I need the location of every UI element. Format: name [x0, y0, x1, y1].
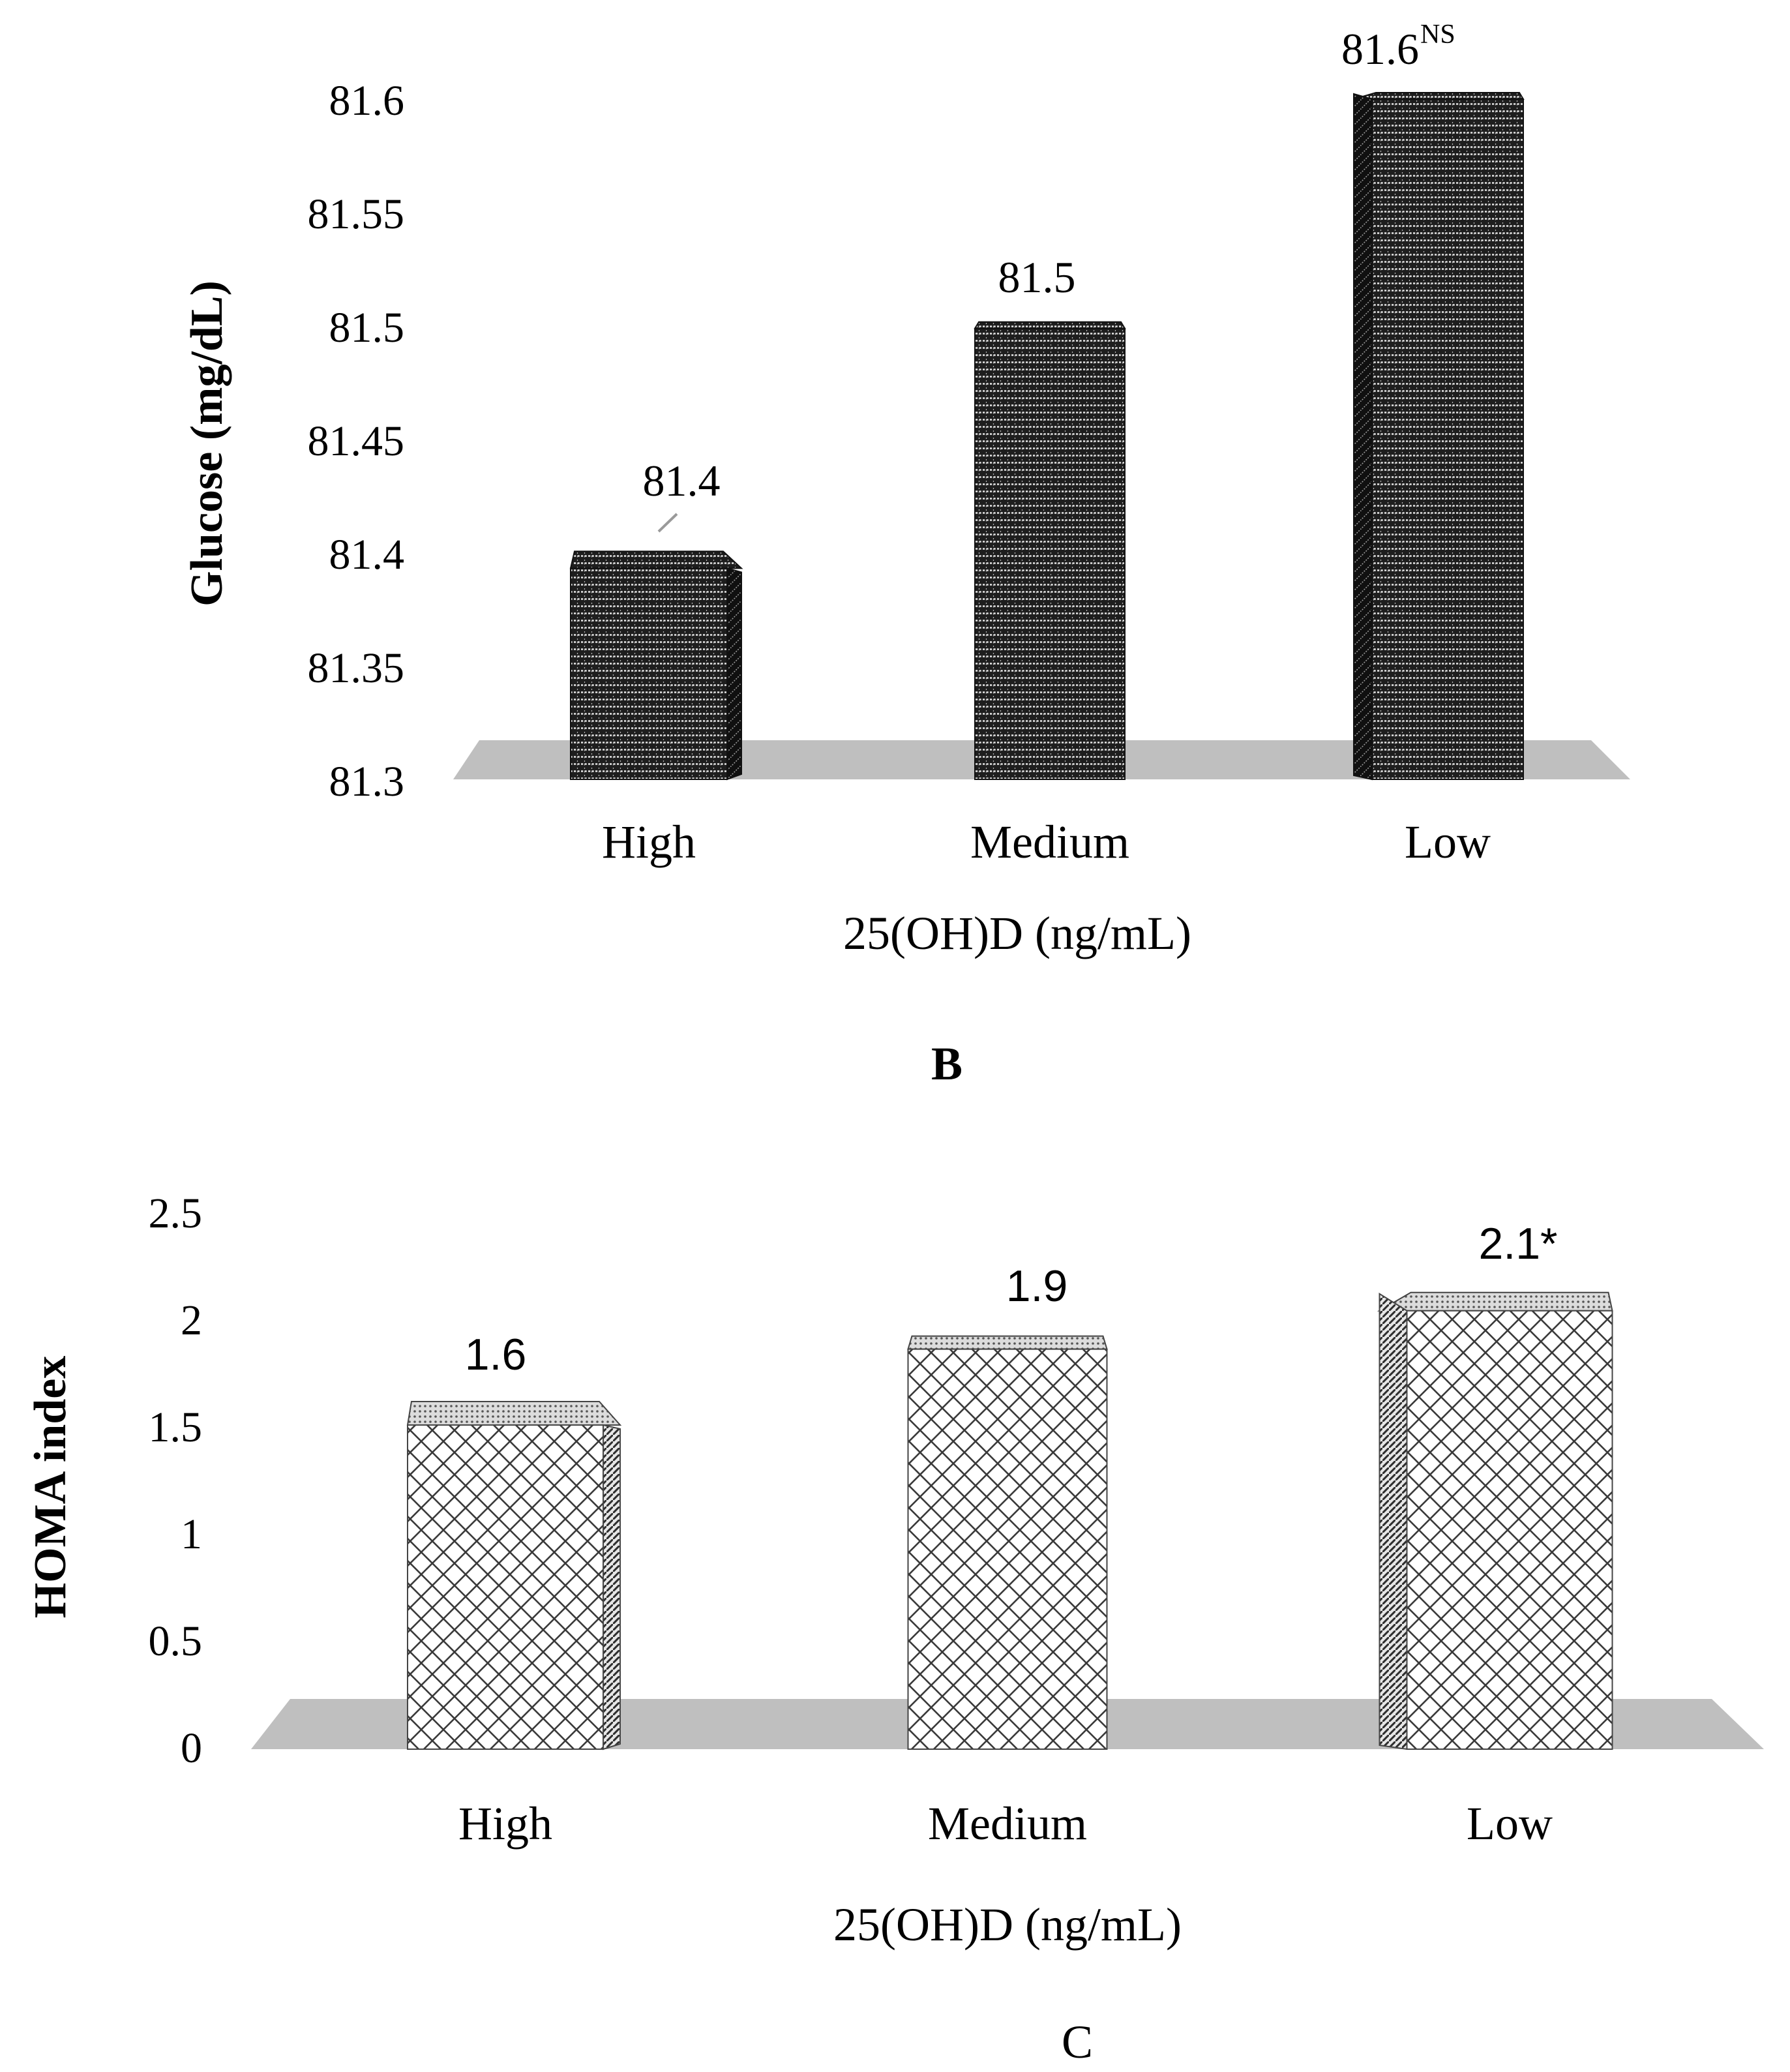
- homa-bar-medium: [907, 1335, 1108, 1750]
- panel-label-b: B: [931, 1038, 962, 1090]
- glucose-y-tick-label: 81.55: [308, 190, 405, 238]
- glucose-x-tick-label: Medium: [970, 816, 1129, 868]
- glucose-y-axis-title: Glucose (mg/dL): [182, 280, 232, 607]
- glucose-y-tick-label: 81.5: [329, 304, 405, 352]
- homa-x-tick-label: Low: [1467, 1797, 1553, 1850]
- homa-bar-side-face: [603, 1424, 621, 1750]
- glucose-y-tick-label: 81.6: [329, 77, 405, 125]
- homa-y-tick-label: 1: [181, 1510, 202, 1558]
- homa-y-tick-label: 1.5: [149, 1404, 203, 1451]
- glucose-y-tick-label: 81.4: [329, 531, 405, 578]
- homa-bar-high: [406, 1400, 622, 1750]
- glucose-bar-top-face: [1353, 92, 1525, 100]
- homa-bar-side-face: [1379, 1292, 1408, 1750]
- homa-y-tick-label: 0: [181, 1724, 202, 1772]
- homa-y-axis-title: HOMA index: [25, 1356, 76, 1619]
- homa-bar-low: [1377, 1291, 1613, 1750]
- homa-bar-front-face: [907, 1348, 1108, 1750]
- glucose-bar-top-face: [569, 550, 743, 569]
- homa-bars-group: [406, 1291, 1613, 1750]
- glucose-label-leader-line: [657, 513, 678, 533]
- glucose-x-tick-label: Low: [1405, 816, 1491, 868]
- homa-y-tick-label: 2.5: [149, 1190, 203, 1237]
- glucose-y-tick-label: 81.35: [308, 644, 405, 692]
- glucose-bar-side-face: [1353, 93, 1373, 781]
- homa-y-tick-label: 2: [181, 1297, 202, 1344]
- glucose-value-label: 81.6: [1341, 24, 1419, 74]
- glucose-y-tick-label: 81.3: [329, 758, 405, 805]
- glucose-x-tick-label: High: [602, 816, 696, 868]
- homa-y-tick-label: 0.5: [149, 1617, 203, 1665]
- glucose-bar-front-face: [974, 327, 1126, 780]
- homa-bar-front-face: [407, 1424, 604, 1750]
- glucose-bar-medium: [974, 321, 1126, 780]
- homa-x-tick-label: Medium: [928, 1797, 1087, 1850]
- homa-bar-top-face: [1377, 1291, 1613, 1312]
- glucose-bar-low: [1353, 92, 1525, 781]
- glucose-bar-high: [569, 550, 743, 781]
- panel-label-c: C: [1062, 2016, 1093, 2068]
- homa-x-axis-title: 25(OH)D (ng/mL): [833, 1899, 1182, 1951]
- homa-bar-front-face: [1406, 1310, 1613, 1750]
- glucose-significance-annotation: NS: [1420, 20, 1455, 50]
- homa-chart: 0 0.5 1 1.5 2 2.5 HOMA index High Medium…: [25, 1190, 1764, 1951]
- glucose-bar-side-face: [726, 567, 742, 781]
- glucose-bar-front-face: [1371, 98, 1524, 780]
- homa-bar-top-face: [907, 1335, 1108, 1350]
- glucose-bar-top-face: [974, 321, 1126, 329]
- glucose-value-label: 81.4: [643, 456, 721, 505]
- glucose-chart: 81.6 81.55 81.5 81.45 81.4 81.35 81.3 Gl…: [182, 20, 1630, 959]
- glucose-bars-group: [569, 92, 1525, 781]
- homa-x-tick-label: High: [458, 1797, 552, 1850]
- glucose-x-axis-title: 25(OH)D (ng/mL): [843, 907, 1191, 959]
- glucose-bar-front-face: [570, 567, 728, 780]
- homa-value-label: 1.9: [1006, 1261, 1068, 1311]
- homa-value-label: 2.1*: [1479, 1219, 1558, 1269]
- glucose-value-label: 81.5: [998, 252, 1076, 302]
- homa-bar-top-face: [406, 1400, 622, 1426]
- homa-value-label: 1.6: [465, 1330, 527, 1379]
- glucose-y-tick-label: 81.45: [308, 417, 405, 465]
